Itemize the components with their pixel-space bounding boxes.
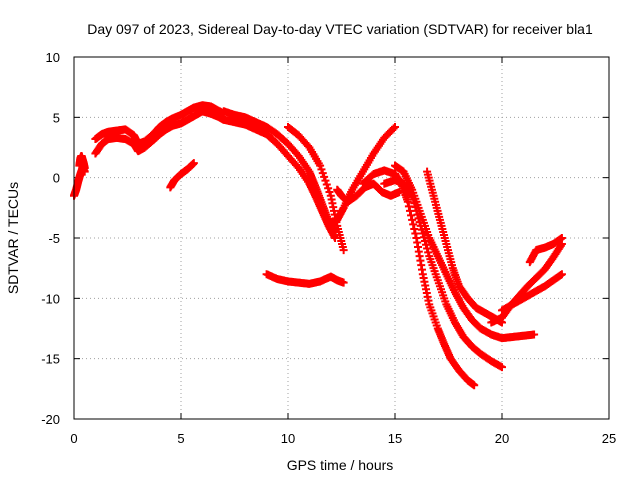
series-arc-14	[391, 161, 539, 343]
y-tick-label: 10	[46, 50, 60, 65]
y-tick-label: 0	[53, 171, 60, 186]
y-tick-label: -20	[41, 412, 60, 427]
data-point	[403, 197, 412, 206]
data-point	[410, 224, 419, 233]
data-points	[70, 101, 566, 390]
x-tick-label: 25	[602, 431, 616, 446]
data-point	[404, 202, 413, 211]
chart-title: Day 097 of 2023, Sidereal Day-to-day VTE…	[87, 21, 593, 37]
data-point	[557, 234, 566, 242]
y-tick-label: -15	[41, 352, 60, 367]
y-axis-label: SDTVAR / TECUs	[5, 182, 21, 294]
y-tick-label: 5	[53, 110, 60, 125]
x-tick-label: 0	[70, 431, 77, 446]
series-arc-12	[358, 166, 479, 390]
y-tick-label: -10	[41, 291, 60, 306]
series-arc-9	[284, 122, 348, 255]
data-point	[189, 159, 198, 168]
data-point	[530, 330, 539, 339]
data-point	[557, 240, 566, 249]
series-arc-7	[219, 115, 340, 242]
series-arc-16	[487, 240, 566, 327]
x-tick-label: 20	[495, 431, 509, 446]
series-arc-18	[525, 234, 566, 267]
y-tick-label: -5	[48, 231, 60, 246]
data-point	[411, 229, 420, 238]
data-point	[470, 381, 479, 390]
x-tick-label: 5	[177, 431, 184, 446]
series-arc-5	[166, 159, 198, 192]
data-point	[557, 270, 566, 279]
data-point	[80, 164, 89, 173]
x-tick-label: 15	[388, 431, 402, 446]
x-axis-label: GPS time / hours	[287, 457, 394, 473]
data-point	[391, 122, 399, 131]
data-point	[424, 248, 433, 257]
x-tick-label: 10	[281, 431, 295, 446]
plot-frame	[73, 56, 610, 420]
series-arc-11	[333, 179, 404, 206]
data-point	[498, 363, 506, 372]
data-point	[423, 244, 432, 253]
series-arc-3	[91, 101, 228, 148]
data-point	[339, 278, 348, 287]
data-point	[407, 211, 416, 220]
series-arc-17	[498, 270, 566, 315]
data-point	[409, 220, 418, 229]
series-arc-4	[91, 107, 228, 158]
data-point	[405, 206, 414, 215]
series-arc-2	[75, 151, 89, 173]
data-point	[408, 215, 417, 224]
series-arc-8	[262, 270, 348, 288]
data-point	[339, 246, 348, 255]
tick-labels: 0 5 10 15 20 25 10 5 0 -5 -10 -15 -20	[41, 50, 616, 446]
